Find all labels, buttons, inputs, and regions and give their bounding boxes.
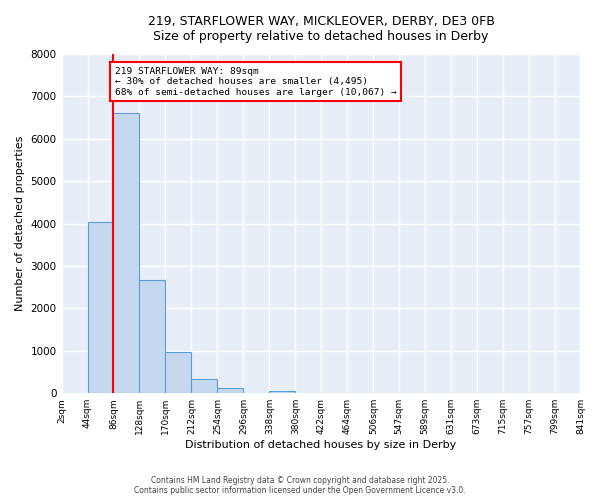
Text: Contains HM Land Registry data © Crown copyright and database right 2025.
Contai: Contains HM Land Registry data © Crown c…	[134, 476, 466, 495]
Title: 219, STARFLOWER WAY, MICKLEOVER, DERBY, DE3 0FB
Size of property relative to det: 219, STARFLOWER WAY, MICKLEOVER, DERBY, …	[148, 15, 494, 43]
Bar	[217, 388, 244, 393]
Bar	[88, 222, 113, 393]
Bar	[191, 379, 217, 393]
Bar	[269, 390, 295, 393]
Bar	[166, 352, 191, 393]
Text: 219 STARFLOWER WAY: 89sqm
← 30% of detached houses are smaller (4,495)
68% of se: 219 STARFLOWER WAY: 89sqm ← 30% of detac…	[115, 67, 397, 96]
Y-axis label: Number of detached properties: Number of detached properties	[15, 136, 25, 312]
X-axis label: Distribution of detached houses by size in Derby: Distribution of detached houses by size …	[185, 440, 457, 450]
Bar	[139, 280, 166, 393]
Bar	[113, 114, 139, 393]
